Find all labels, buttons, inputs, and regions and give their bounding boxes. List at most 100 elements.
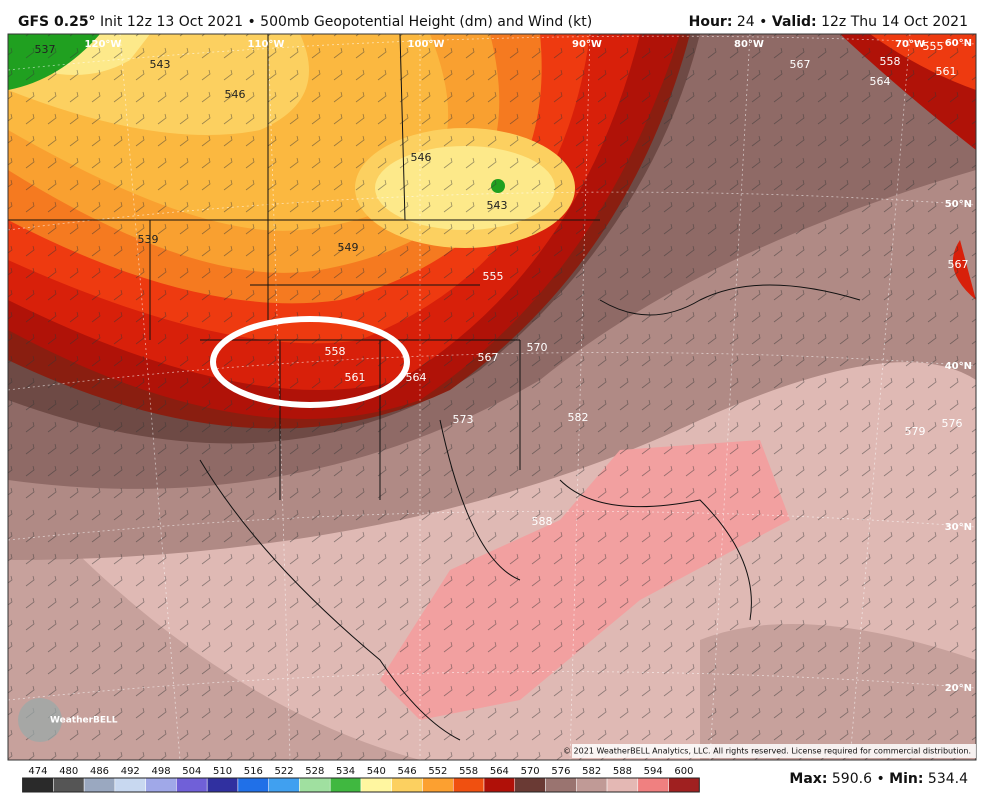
valid: 12z Thu 14 Oct 2021 bbox=[821, 14, 968, 30]
contour-label: 537 bbox=[35, 43, 56, 56]
longitude-label: 90°W bbox=[572, 39, 602, 50]
colorbar-swatch bbox=[114, 777, 146, 793]
colorbar-label: 558 bbox=[459, 766, 478, 777]
colorbar-swatch bbox=[637, 777, 669, 793]
hour-label: Hour: bbox=[689, 14, 733, 30]
contour-label: 570 bbox=[527, 341, 548, 354]
colorbar-swatch bbox=[53, 777, 85, 793]
colorbar-label: 552 bbox=[428, 766, 447, 777]
colorbar-swatch bbox=[206, 777, 239, 793]
contour-label: 561 bbox=[936, 65, 957, 78]
colorbar-swatch bbox=[545, 777, 577, 793]
colorbar-label: 492 bbox=[121, 766, 140, 777]
colorbar-label: 600 bbox=[674, 766, 693, 777]
highlight-ellipse bbox=[210, 316, 410, 408]
colorbar-swatch bbox=[176, 777, 208, 793]
valid-label: Valid: bbox=[772, 14, 817, 30]
colorbar-label: 540 bbox=[367, 766, 386, 777]
map bbox=[8, 34, 976, 760]
contour-label: 564 bbox=[870, 75, 891, 88]
contour-label: 579 bbox=[905, 425, 926, 438]
contour-label: 582 bbox=[568, 411, 589, 424]
contour-label: 558 bbox=[880, 55, 901, 68]
colorbar-label: 480 bbox=[59, 766, 78, 777]
colorbar-label: 534 bbox=[336, 766, 355, 777]
colorbar-label: 576 bbox=[551, 766, 570, 777]
colorbar-swatch bbox=[422, 777, 454, 793]
contour-label: 573 bbox=[453, 413, 474, 426]
colorbar-swatch bbox=[145, 777, 177, 793]
colorbar-label: 516 bbox=[244, 766, 263, 777]
longitude-label: 120°W bbox=[85, 39, 122, 50]
contour-label: 588 bbox=[532, 515, 553, 528]
colorbar-label: 546 bbox=[398, 766, 417, 777]
colorbar-swatch bbox=[668, 777, 700, 793]
sep: • bbox=[876, 771, 884, 787]
contour-label: 567 bbox=[478, 351, 499, 364]
sep: • bbox=[759, 14, 767, 30]
colorbar-label: 588 bbox=[613, 766, 632, 777]
colorbar-swatch bbox=[83, 777, 116, 793]
stats: Max: 590.6 • Min: 534.4 bbox=[789, 771, 968, 787]
colorbar-label: 594 bbox=[644, 766, 663, 777]
header-right: Hour: 24 • Valid: 12z Thu 14 Oct 2021 bbox=[689, 14, 968, 30]
colorbar-frame bbox=[22, 777, 700, 793]
colorbar-label: 498 bbox=[151, 766, 170, 777]
latitude-label: 50°N bbox=[945, 199, 972, 210]
min-label: Min: bbox=[889, 771, 923, 787]
colorbar-label: 564 bbox=[490, 766, 509, 777]
colorbar-swatch bbox=[452, 777, 485, 793]
latitude-label: 20°N bbox=[945, 683, 972, 694]
header-left: GFS 0.25° Init 12z 13 Oct 2021 • 500mb G… bbox=[18, 14, 592, 30]
colorbar-swatch bbox=[360, 777, 392, 793]
contour-label: 567 bbox=[948, 258, 969, 271]
latitude-label: 40°N bbox=[945, 361, 972, 372]
colorbar-label: 510 bbox=[213, 766, 232, 777]
contour-label: 543 bbox=[487, 199, 508, 212]
colorbar-label: 528 bbox=[305, 766, 324, 777]
colorbar-swatch bbox=[299, 777, 331, 793]
colorbar-swatch bbox=[514, 777, 546, 793]
description: Init 12z 13 Oct 2021 • 500mb Geopotentia… bbox=[100, 14, 592, 30]
colorbar-swatch bbox=[606, 777, 639, 793]
latitude-label: 60°N bbox=[945, 38, 972, 49]
colorbar-swatch bbox=[268, 777, 300, 793]
contour-label: 549 bbox=[338, 241, 359, 254]
colorbar-swatch bbox=[22, 777, 54, 793]
contour-label: 543 bbox=[150, 58, 171, 71]
contour-label: 555 bbox=[923, 40, 944, 53]
contour-label: 561 bbox=[345, 371, 366, 384]
contour-label: 558 bbox=[325, 345, 346, 358]
colorbar-label: 486 bbox=[90, 766, 109, 777]
contour-label: 539 bbox=[138, 233, 159, 246]
latitude-label: 30°N bbox=[945, 522, 972, 533]
max-label: Max: bbox=[789, 771, 827, 787]
colorbar-label: 582 bbox=[582, 766, 601, 777]
contour-label: 546 bbox=[225, 88, 246, 101]
longitude-label: 110°W bbox=[248, 39, 285, 50]
colorbar-swatch bbox=[576, 777, 608, 793]
contour-label: 555 bbox=[483, 270, 504, 283]
contour-label: 546 bbox=[411, 151, 432, 164]
colorbar-label: 474 bbox=[28, 766, 47, 777]
min: 534.4 bbox=[928, 771, 968, 787]
colorbar-swatch bbox=[483, 777, 516, 793]
logo: WeatherBELL bbox=[50, 716, 118, 726]
longitude-label: 80°W bbox=[734, 39, 764, 50]
max: 590.6 bbox=[832, 771, 872, 787]
longitude-label: 100°W bbox=[408, 39, 445, 50]
contour-label: 567 bbox=[790, 58, 811, 71]
colorbar-label: 570 bbox=[521, 766, 540, 777]
colorbar-label: 522 bbox=[275, 766, 294, 777]
colorbar-swatch bbox=[391, 777, 423, 793]
longitude-label: 70°W bbox=[895, 39, 925, 50]
contour-label: 576 bbox=[942, 417, 963, 430]
model: GFS 0.25° bbox=[18, 14, 96, 30]
colorbar-swatch bbox=[329, 777, 362, 793]
copyright: © 2021 WeatherBELL Analytics, LLC. All r… bbox=[563, 747, 971, 756]
colorbar-label: 504 bbox=[182, 766, 201, 777]
contour-label: 564 bbox=[406, 371, 427, 384]
hour: 24 bbox=[737, 14, 755, 30]
colorbar-swatch bbox=[237, 777, 269, 793]
